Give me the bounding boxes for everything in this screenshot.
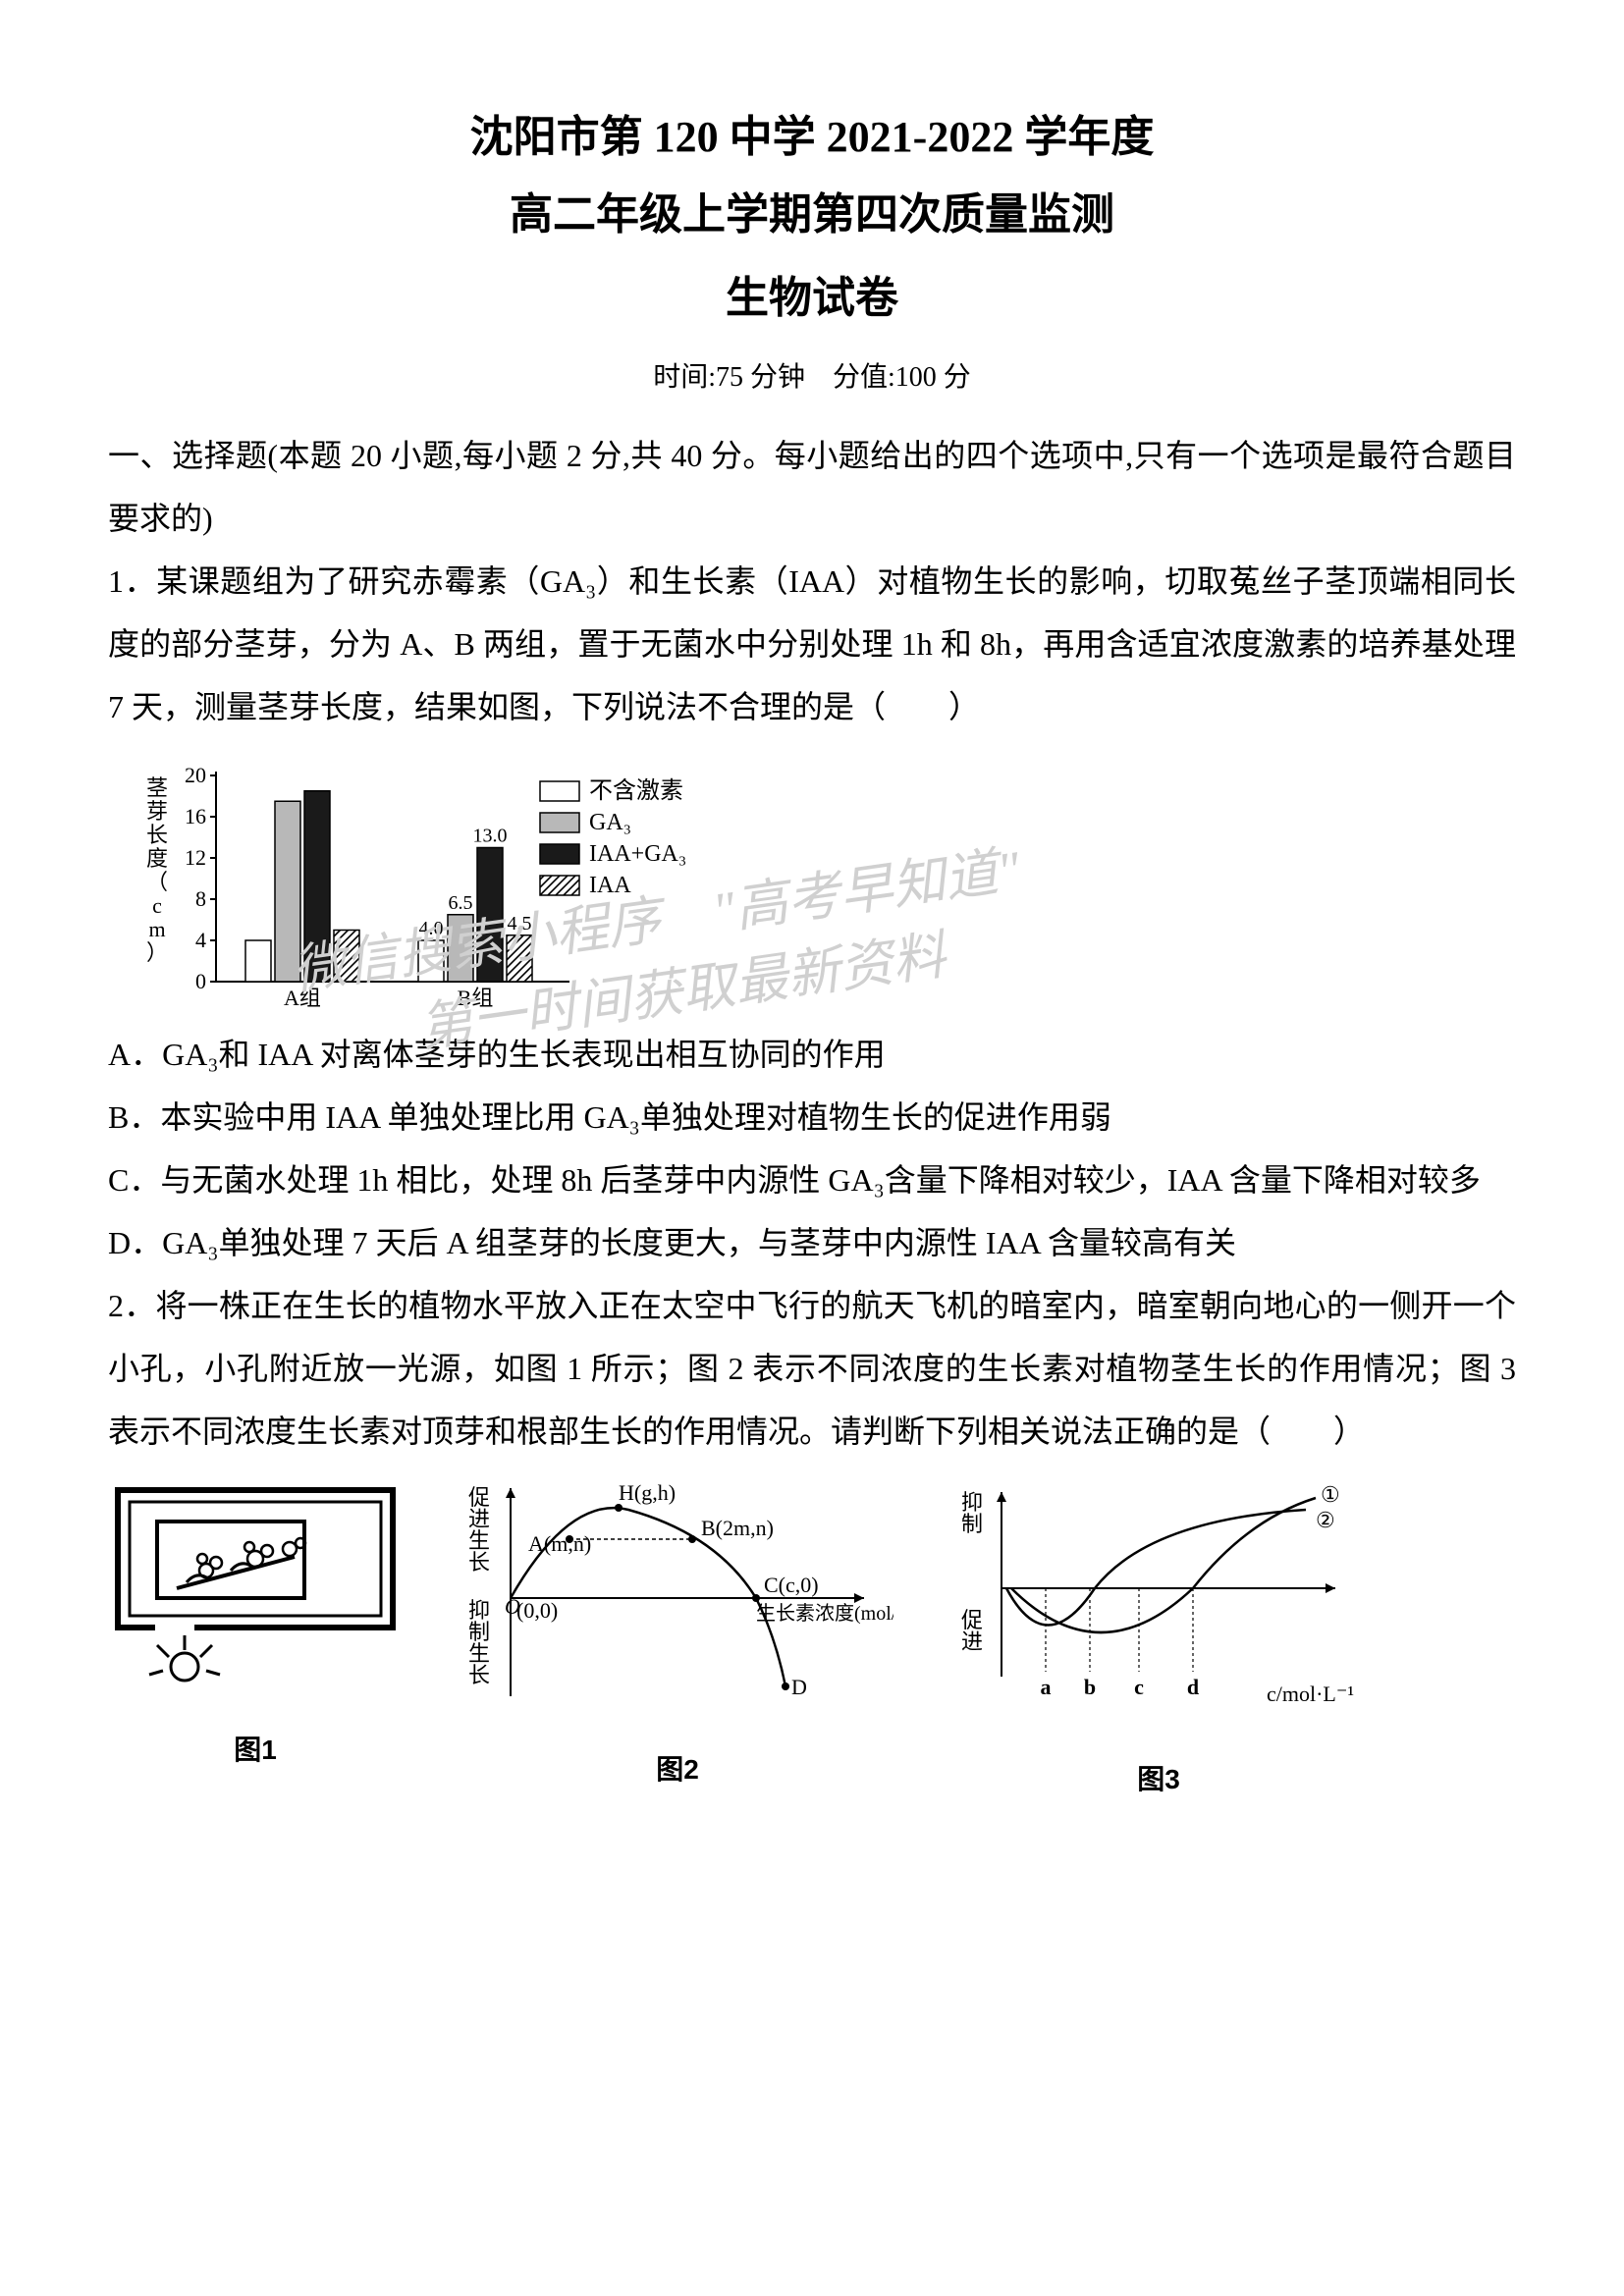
q1-optA: A．GA₃和 IAA 对离体茎芽的生长表现出相互协同的作用 bbox=[108, 1023, 1516, 1086]
svg-text:②: ② bbox=[1316, 1508, 1335, 1532]
svg-text:4.0: 4.0 bbox=[419, 918, 444, 939]
svg-text:①: ① bbox=[1321, 1482, 1340, 1507]
svg-text:c: c bbox=[1134, 1675, 1144, 1699]
svg-text:a: a bbox=[1041, 1675, 1052, 1699]
q1-optB: B．本实验中用 IAA 单独处理比用 GA₃单独处理对植物生长的促进作用弱 bbox=[108, 1086, 1516, 1148]
svg-text:16: 16 bbox=[185, 804, 206, 828]
svg-text:0: 0 bbox=[195, 969, 206, 993]
svg-text:A组: A组 bbox=[284, 986, 321, 1010]
svg-text:GA₃: GA₃ bbox=[589, 810, 631, 835]
fig2-xlabel: 生长素浓度(mol/L) bbox=[756, 1602, 893, 1625]
fig3-label: 图3 bbox=[952, 1752, 1365, 1807]
fig2-label: 图2 bbox=[461, 1742, 893, 1797]
svg-text:IAA: IAA bbox=[589, 873, 631, 898]
fig2-svg: 促进生长 抑制生长 O H(g,h) A(m,n bbox=[461, 1480, 893, 1716]
q1-optD: D．GA₃单独处理 7 天后 A 组茎芽的长度更大，与茎芽中内源性 IAA 含量… bbox=[108, 1211, 1516, 1274]
svg-text:13.0: 13.0 bbox=[473, 825, 508, 846]
title-line3: 生物试卷 bbox=[108, 259, 1516, 337]
fig2-H: H(g,h) bbox=[619, 1480, 676, 1505]
fig2-B: B(2m,n) bbox=[701, 1516, 774, 1540]
svg-text:促进: 促进 bbox=[961, 1608, 983, 1654]
svg-text:4: 4 bbox=[195, 928, 206, 952]
q1-optC: C．与无菌水处理 1h 相比，处理 8h 后茎芽中内源性 GA₃含量下降相对较少… bbox=[108, 1148, 1516, 1211]
fig2-cell: 促进生长 抑制生长 O H(g,h) A(m,n bbox=[461, 1480, 893, 1797]
svg-text:12: 12 bbox=[185, 845, 206, 870]
q1-stem: 1．某课题组为了研究赤霉素（GA₃）和生长素（IAA）对植物生长的影响，切取菟丝… bbox=[108, 550, 1516, 738]
figure-row: 图1 促进生长 抑制生长 O bbox=[108, 1480, 1516, 1807]
bar-chart-svg: 0 4 8 12 16 20 茎芽长度（cm） A组 B组 4.06.5 13.0 4.5 不含激素… bbox=[137, 756, 805, 1011]
exam-meta: 时间:75 分钟 分值:100 分 bbox=[108, 355, 1516, 395]
fig2-ybot: 抑制生长 bbox=[468, 1598, 490, 1687]
fig2-A: A(m,n) bbox=[528, 1531, 591, 1556]
fig2-O: (0,0) bbox=[516, 1598, 558, 1623]
svg-text:20: 20 bbox=[185, 763, 206, 787]
svg-text:茎芽长度（cm）: 茎芽长度（cm） bbox=[146, 775, 168, 965]
section-intro: 一、选择题(本题 20 小题,每小题 2 分,共 40 分。每小题给出的四个选项… bbox=[108, 424, 1516, 550]
fig2-ytop: 促进生长 bbox=[468, 1485, 490, 1575]
svg-text:不含激素: 不含激素 bbox=[589, 777, 683, 804]
q2-stem: 2．将一株正在生长的植物水平放入正在太空中飞行的航天飞机的暗室内，暗室朝向地心的… bbox=[108, 1274, 1516, 1463]
fig3-cell: 抑制 促进 ① ② a b c d c/mol·L⁻¹ 图3 bbox=[952, 1480, 1365, 1807]
svg-text:b: b bbox=[1084, 1675, 1096, 1699]
title-line1: 沈阳市第 120 中学 2021-2022 学年度 bbox=[108, 98, 1516, 176]
fig1-label: 图1 bbox=[108, 1723, 403, 1778]
fig1-svg bbox=[108, 1480, 403, 1696]
title-line2: 高二年级上学期第四次质量监测 bbox=[108, 176, 1516, 253]
svg-text:IAA+GA₃: IAA+GA₃ bbox=[589, 841, 686, 867]
q1-chart: 0 4 8 12 16 20 茎芽长度（cm） A组 B组 4.06.5 13.0 4.5 不含激素… bbox=[137, 756, 1516, 1011]
svg-text:4.5: 4.5 bbox=[508, 912, 532, 934]
svg-text:6.5: 6.5 bbox=[449, 891, 473, 913]
svg-text:B组: B组 bbox=[458, 986, 494, 1010]
fig3-xlabel: c/mol·L⁻¹ bbox=[1267, 1682, 1354, 1706]
svg-text:8: 8 bbox=[195, 886, 206, 911]
fig2-D: D bbox=[791, 1675, 807, 1699]
header-block: 沈阳市第 120 中学 2021-2022 学年度 高二年级上学期第四次质量监测… bbox=[108, 98, 1516, 395]
fig1-cell: 图1 bbox=[108, 1480, 403, 1778]
fig2-C: C(c,0) bbox=[764, 1573, 819, 1597]
fig3-svg: 抑制 促进 ① ② a b c d c/mol·L⁻¹ bbox=[952, 1480, 1365, 1726]
svg-text:抑制: 抑制 bbox=[961, 1490, 983, 1536]
content-body: 一、选择题(本题 20 小题,每小题 2 分,共 40 分。每小题给出的四个选项… bbox=[108, 424, 1516, 1807]
svg-text:d: d bbox=[1187, 1675, 1199, 1699]
